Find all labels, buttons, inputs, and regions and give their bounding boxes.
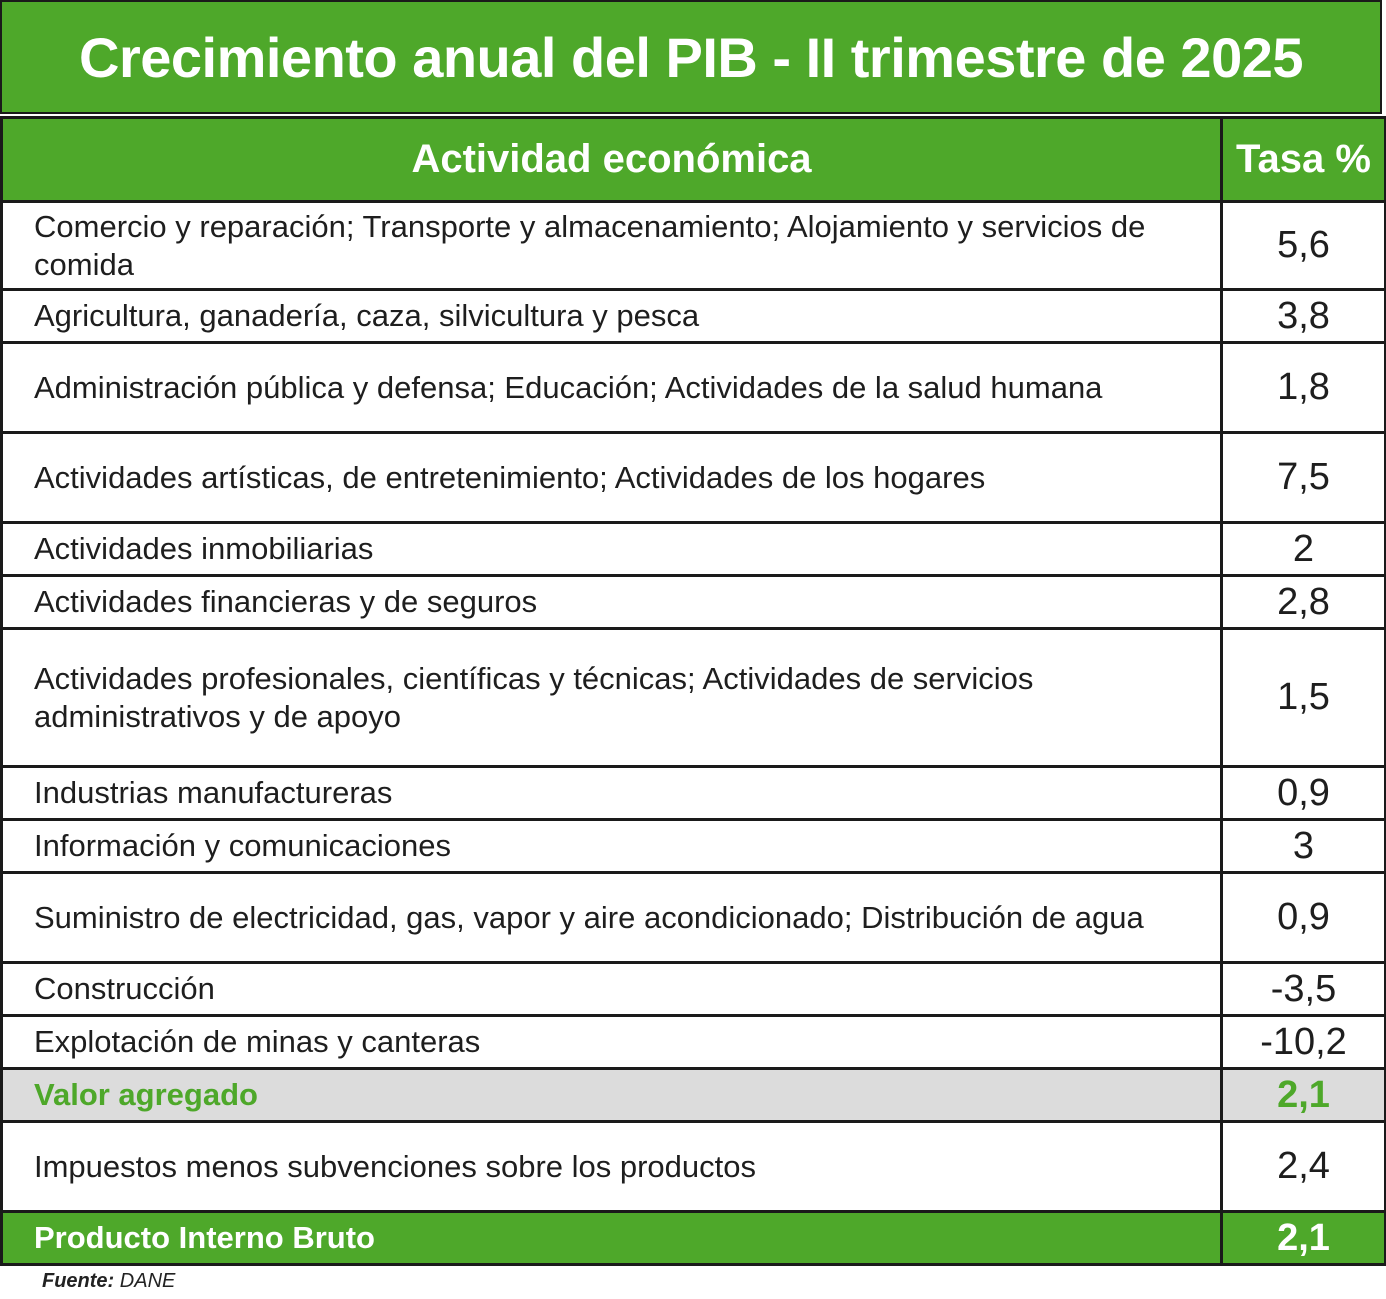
row-label: Valor agregado	[0, 1067, 1223, 1123]
row-value: 5,6	[1220, 200, 1386, 291]
row-value: 1,8	[1220, 341, 1386, 434]
table-row: Información y comunicaciones 3	[0, 818, 1386, 874]
chart-title: Crecimiento anual del PIB - II trimestre…	[79, 25, 1304, 89]
table-row: Valor agregado 2,1	[0, 1067, 1386, 1123]
row-value: 2	[1220, 521, 1386, 577]
row-value: -3,5	[1220, 961, 1386, 1017]
row-label: Comercio y reparación; Transporte y alma…	[0, 200, 1223, 291]
row-value: 2,4	[1220, 1120, 1386, 1213]
row-label: Construcción	[0, 961, 1223, 1017]
table-row: Explotación de minas y canteras -10,2	[0, 1014, 1386, 1070]
header-rate: Tasa %	[1220, 116, 1386, 203]
row-label: Suministro de electricidad, gas, vapor y…	[0, 871, 1223, 964]
table-row: Impuestos menos subvenciones sobre los p…	[0, 1120, 1386, 1213]
source-label: Fuente:	[42, 1270, 115, 1292]
row-value: 2,8	[1220, 574, 1386, 630]
source-text: DANE	[119, 1270, 176, 1292]
table-row: Producto Interno Bruto 2,1	[0, 1210, 1386, 1266]
row-value: 7,5	[1220, 431, 1386, 524]
gdp-table: Actividad económica Tasa % Comercio y re…	[0, 116, 1386, 1266]
table-row: Agricultura, ganadería, caza, silvicultu…	[0, 288, 1386, 344]
row-label: Actividades profesionales, científicas y…	[0, 627, 1223, 768]
table-body: Comercio y reparación; Transporte y alma…	[0, 200, 1386, 1266]
row-label: Industrias manufactureras	[0, 765, 1223, 821]
table-row: Industrias manufactureras 0,9	[0, 765, 1386, 821]
table-row: Comercio y reparación; Transporte y alma…	[0, 200, 1386, 291]
table-row: Actividades financieras y de seguros 2,8	[0, 574, 1386, 630]
row-value: -10,2	[1220, 1014, 1386, 1070]
row-value: 2,1	[1220, 1210, 1386, 1266]
table-header-row: Actividad económica Tasa %	[0, 116, 1386, 203]
row-label: Agricultura, ganadería, caza, silvicultu…	[0, 288, 1223, 344]
row-value: 3,8	[1220, 288, 1386, 344]
row-value: 2,1	[1220, 1067, 1386, 1123]
table-row: Suministro de electricidad, gas, vapor y…	[0, 871, 1386, 964]
row-value: 1,5	[1220, 627, 1386, 768]
row-label: Actividades financieras y de seguros	[0, 574, 1223, 630]
row-label: Actividades artísticas, de entretenimien…	[0, 431, 1223, 524]
table-row: Administración pública y defensa; Educac…	[0, 341, 1386, 434]
table-row: Construcción -3,5	[0, 961, 1386, 1017]
table-row: Actividades inmobiliarias 2	[0, 521, 1386, 577]
row-label: Impuestos menos subvenciones sobre los p…	[0, 1120, 1223, 1213]
row-label: Producto Interno Bruto	[0, 1210, 1223, 1266]
source-note: Fuente: DANE	[42, 1270, 175, 1293]
row-value: 0,9	[1220, 765, 1386, 821]
row-value: 0,9	[1220, 871, 1386, 964]
row-value: 3	[1220, 818, 1386, 874]
table-row: Actividades artísticas, de entretenimien…	[0, 431, 1386, 524]
row-label: Información y comunicaciones	[0, 818, 1223, 874]
row-label: Explotación de minas y canteras	[0, 1014, 1223, 1070]
row-label: Actividades inmobiliarias	[0, 521, 1223, 577]
title-bar: Crecimiento anual del PIB - II trimestre…	[0, 0, 1382, 114]
header-activity: Actividad económica	[0, 116, 1223, 203]
table-row: Actividades profesionales, científicas y…	[0, 627, 1386, 768]
row-label: Administración pública y defensa; Educac…	[0, 341, 1223, 434]
